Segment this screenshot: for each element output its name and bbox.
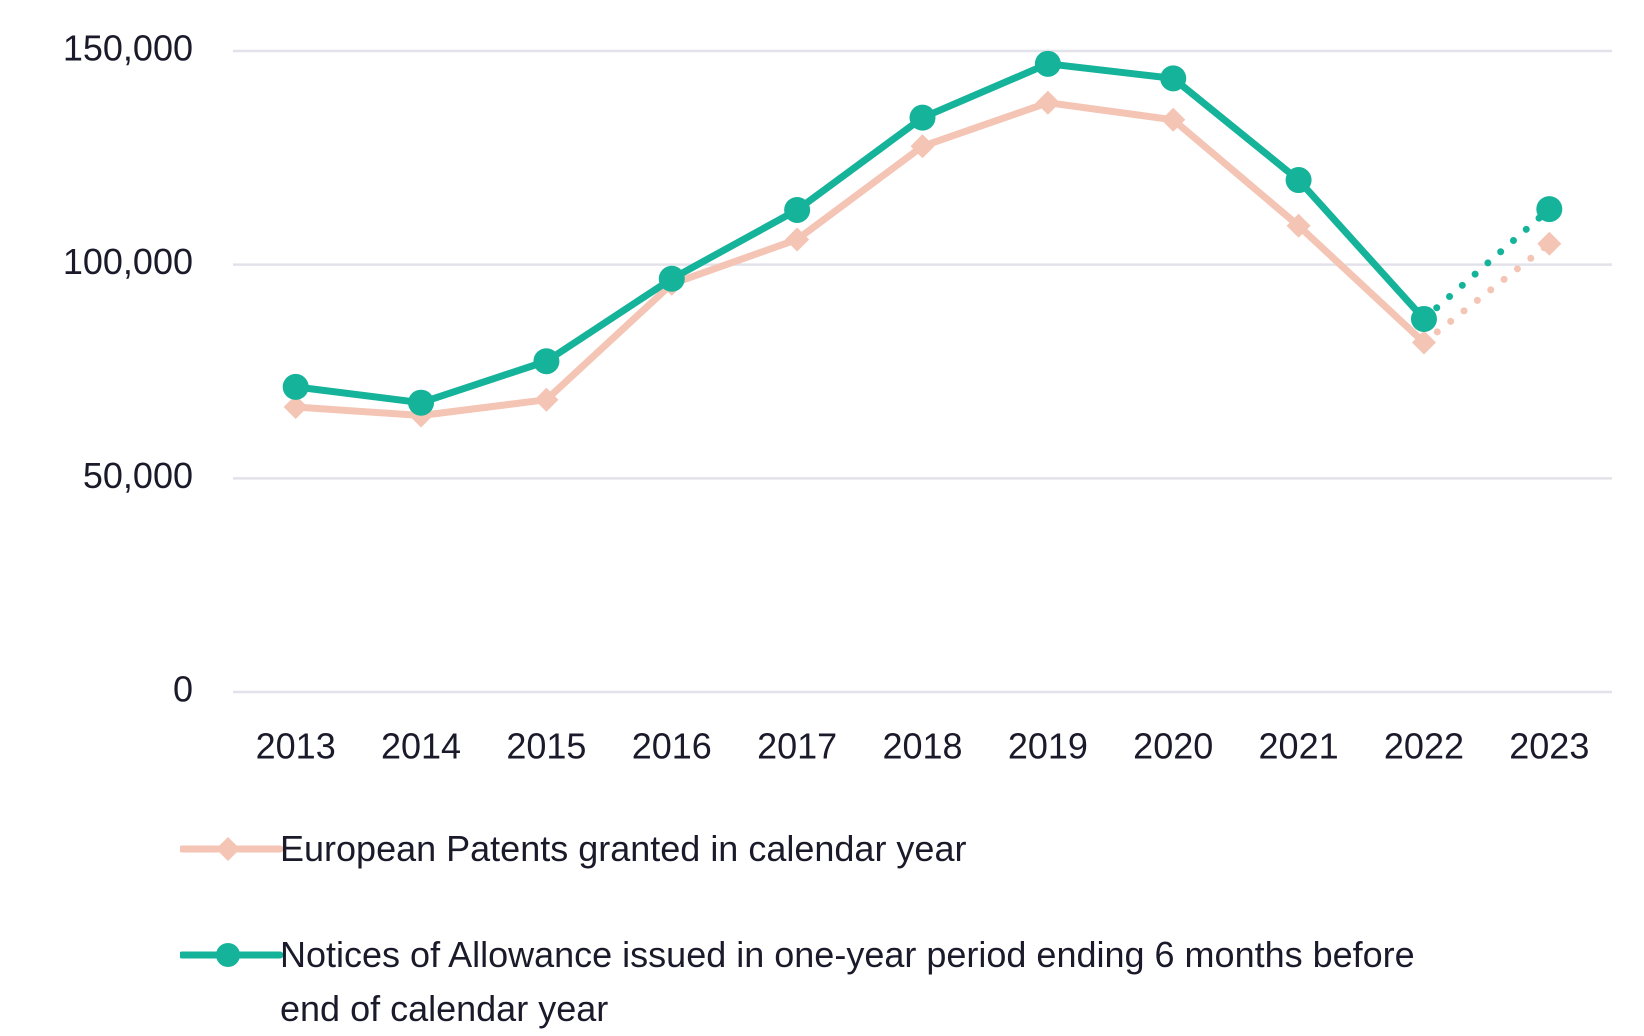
y-tick-label: 150,000 [63,28,193,69]
legend-item: European Patents granted in calendar yea… [180,822,1455,876]
marker [282,373,309,400]
x-tick-label: 2019 [1008,726,1088,767]
marker [909,104,936,131]
x-tick-label: 2013 [256,726,336,767]
chart: 0 50,000 100,000 150,000 2013 2014 2015 2016 201… [63,28,1612,767]
x-tick-label: 2016 [632,726,712,767]
marker [534,387,559,412]
marker [910,134,935,159]
x-tick-label: 2017 [757,726,837,767]
x-tick-label: 2020 [1133,726,1213,767]
marker [1035,90,1060,115]
line-series [295,99,1427,420]
legend-marker [216,943,240,967]
x-tick-label: 2018 [882,726,962,767]
marker [408,389,435,416]
legend-swatch [180,837,284,861]
marker [658,265,685,292]
marker [784,196,811,223]
marker [283,394,308,419]
x-tick-label: 2023 [1509,726,1589,767]
x-tick-label: 2021 [1259,726,1339,767]
legend-label: European Patents granted in calendar yea… [280,828,967,869]
marker [1410,305,1437,332]
y-tick-label: 0 [173,669,193,710]
line-series [295,60,1427,407]
marker [1034,50,1061,77]
legend-label: Notices of Allowance issued in one-year … [280,934,1415,1029]
marker [785,227,810,252]
legend-item: Notices of Allowance issued in one-year … [180,928,1455,1036]
marker [533,348,560,375]
x-tick-label: 2014 [381,726,461,767]
y-tick-label: 50,000 [83,455,193,496]
marker [1411,330,1436,355]
marker [1285,167,1312,194]
line-series-dotted [1420,240,1553,346]
marker [1160,65,1187,92]
x-tick-label: 2022 [1384,726,1464,767]
marker [1161,107,1186,132]
y-tick-label: 100,000 [63,241,193,282]
x-tick-label: 2015 [506,726,586,767]
legend-marker [216,837,240,861]
marker [1286,213,1311,238]
marker [1536,196,1563,223]
legend-swatch [180,943,284,967]
line-series-dotted [1420,205,1553,323]
marker [1537,231,1562,256]
